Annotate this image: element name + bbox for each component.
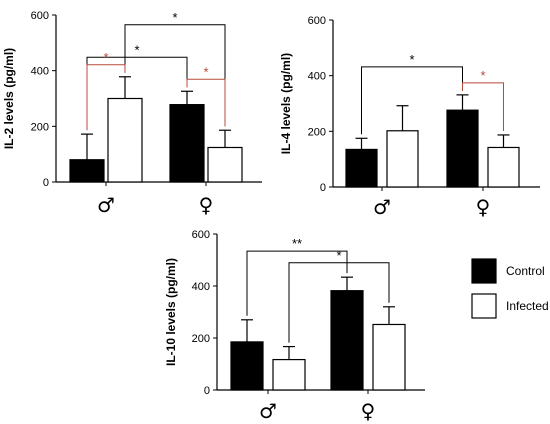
il-2-y-tick-label: 200: [31, 121, 49, 133]
il-2-bar-control: [169, 104, 205, 183]
il-4-bar-control: [345, 148, 378, 188]
legend-label-control: Control: [506, 264, 545, 278]
il-2-bar-infected: [107, 97, 143, 183]
il-10-y-axis-title: IL-10 levels (pg/ml): [164, 258, 178, 366]
il-2-significance-label: *: [203, 64, 208, 79]
il4-panel: 0 200 400 600 IL-4 levels (pg/ml) ♂ ♀ * *: [279, 15, 540, 219]
il-10-y-tick-label: 200: [192, 333, 210, 345]
il-10-y-tick-label: 600: [192, 229, 210, 241]
il-4-significance-label: *: [409, 52, 414, 67]
legend-label-infected: Infected: [506, 299, 549, 313]
il-4-significance-bracket: [361, 66, 463, 135]
il-2-significance-label: *: [134, 42, 139, 57]
il-2-significance-label: *: [103, 50, 108, 65]
legend-swatch-infected: [471, 293, 497, 319]
il-4-category-label: ♀: [476, 195, 491, 219]
il-2-y-axis-title: IL-2 levels (pg/ml): [2, 48, 16, 149]
il-4-bar-infected: [487, 146, 520, 188]
il-4-bar-infected: [386, 130, 419, 188]
il-2-category-label: ♂: [97, 193, 115, 217]
il-4-y-tick-label: 200: [308, 126, 326, 138]
il-4-category-label: ♂: [373, 195, 391, 219]
il-10-category-label: ♂: [259, 399, 277, 423]
legend-swatch-control: [471, 258, 497, 284]
il-4-bar-control: [446, 109, 479, 188]
il-10-category-label: ♀: [361, 399, 376, 423]
il-10-bar-infected: [272, 358, 306, 391]
il-10-significance-label: *: [336, 248, 341, 263]
il-4-y-tick-label: 600: [308, 15, 326, 27]
il-4-significance-bracket: [462, 82, 504, 131]
legend: Control Infected: [471, 258, 549, 319]
il-2-bar-infected: [207, 146, 243, 183]
il-10-significance-bracket: [288, 262, 390, 343]
il-10-y-tick-label: 0: [204, 385, 210, 397]
il2-panel: 0 200 400 600 IL-2 levels (pg/ml) ♂ ♀ * * * *: [2, 10, 262, 217]
il-4-y-tick-label: 400: [308, 71, 326, 83]
il-2-category-label: ♀: [199, 193, 214, 217]
il-2-significance-bracket: [186, 78, 226, 127]
il-4-significance-label: *: [480, 68, 485, 83]
il-2-y-tick-label: 400: [31, 66, 49, 78]
il-2-significance-label: *: [172, 10, 177, 25]
il-2-bar-control: [69, 159, 105, 183]
il-10-bar-infected: [372, 323, 406, 391]
il-2-y-tick-label: 0: [43, 177, 49, 189]
il-10-y-tick-label: 400: [192, 281, 210, 293]
il-10-bar-control: [230, 341, 264, 391]
il-10-significance-label: **: [292, 236, 302, 251]
il-4-y-axis-title: IL-4 levels (pg/ml): [279, 53, 293, 154]
il-4-y-tick-label: 0: [320, 182, 326, 194]
il-2-y-tick-label: 600: [31, 10, 49, 22]
il-10-significance-bracket: [246, 250, 348, 316]
il-2-significance-bracket: [86, 64, 126, 131]
il-2-significance-bracket: [124, 24, 226, 127]
il-10-bar-control: [330, 290, 364, 391]
